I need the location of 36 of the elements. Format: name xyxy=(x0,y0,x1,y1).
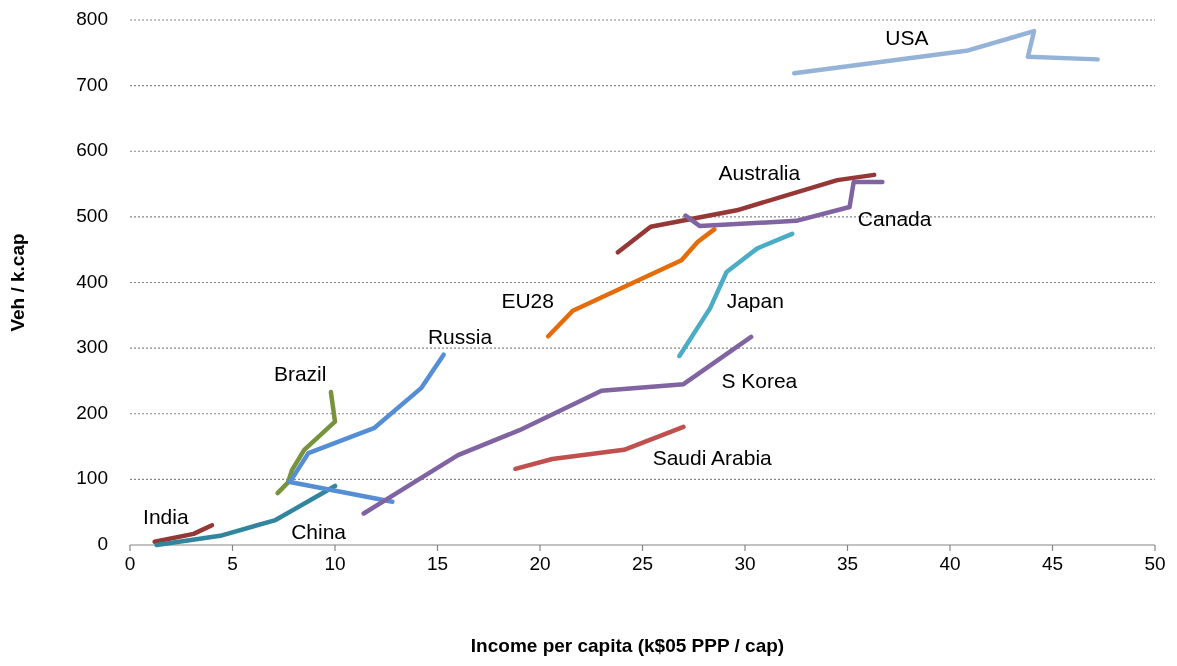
series-label: Australia xyxy=(718,161,801,185)
series-label: China xyxy=(291,519,347,543)
y-tick-label: 100 xyxy=(76,467,108,489)
line-series xyxy=(677,231,795,359)
x-tick-label: 25 xyxy=(631,553,654,574)
series-label: Brazil xyxy=(273,361,327,385)
y-tick-label: 800 xyxy=(76,8,108,30)
y-axis-title: Veh / k.cap xyxy=(7,233,28,332)
series-label: USA xyxy=(885,26,929,50)
x-tick-label: 45 xyxy=(1041,553,1064,574)
series-label: S Korea xyxy=(721,369,798,393)
x-axis-title: Income per capita (k$05 PPP / cap) xyxy=(470,635,785,656)
series-label: Saudi Arabia xyxy=(652,446,773,470)
x-tick-label: 50 xyxy=(1144,553,1166,574)
series-label: Japan xyxy=(726,289,784,313)
y-tick-label: 400 xyxy=(76,270,108,292)
x-tick-label: 15 xyxy=(426,553,449,574)
y-tick-label: 600 xyxy=(76,139,108,161)
series-label: Russia xyxy=(427,324,493,348)
series-label: India xyxy=(143,504,189,528)
y-tick-label: 0 xyxy=(97,533,108,555)
y-tick-label: 500 xyxy=(76,204,108,226)
y-tick-label: 300 xyxy=(76,336,108,358)
y-tick-label: 200 xyxy=(76,401,108,423)
x-tick-label: 35 xyxy=(836,553,859,574)
series-label: EU28 xyxy=(501,289,554,313)
x-tick-label: 10 xyxy=(324,553,346,574)
line-series xyxy=(275,389,338,496)
x-tick-label: 40 xyxy=(939,553,961,574)
y-tick-label: 700 xyxy=(76,73,108,95)
x-tick-label: 0 xyxy=(124,553,136,574)
series-label: Canada xyxy=(857,207,932,231)
x-tick-label: 5 xyxy=(227,553,238,574)
x-tick-label: 20 xyxy=(529,553,551,574)
line-series xyxy=(791,28,1100,76)
x-tick-label: 30 xyxy=(734,553,756,574)
